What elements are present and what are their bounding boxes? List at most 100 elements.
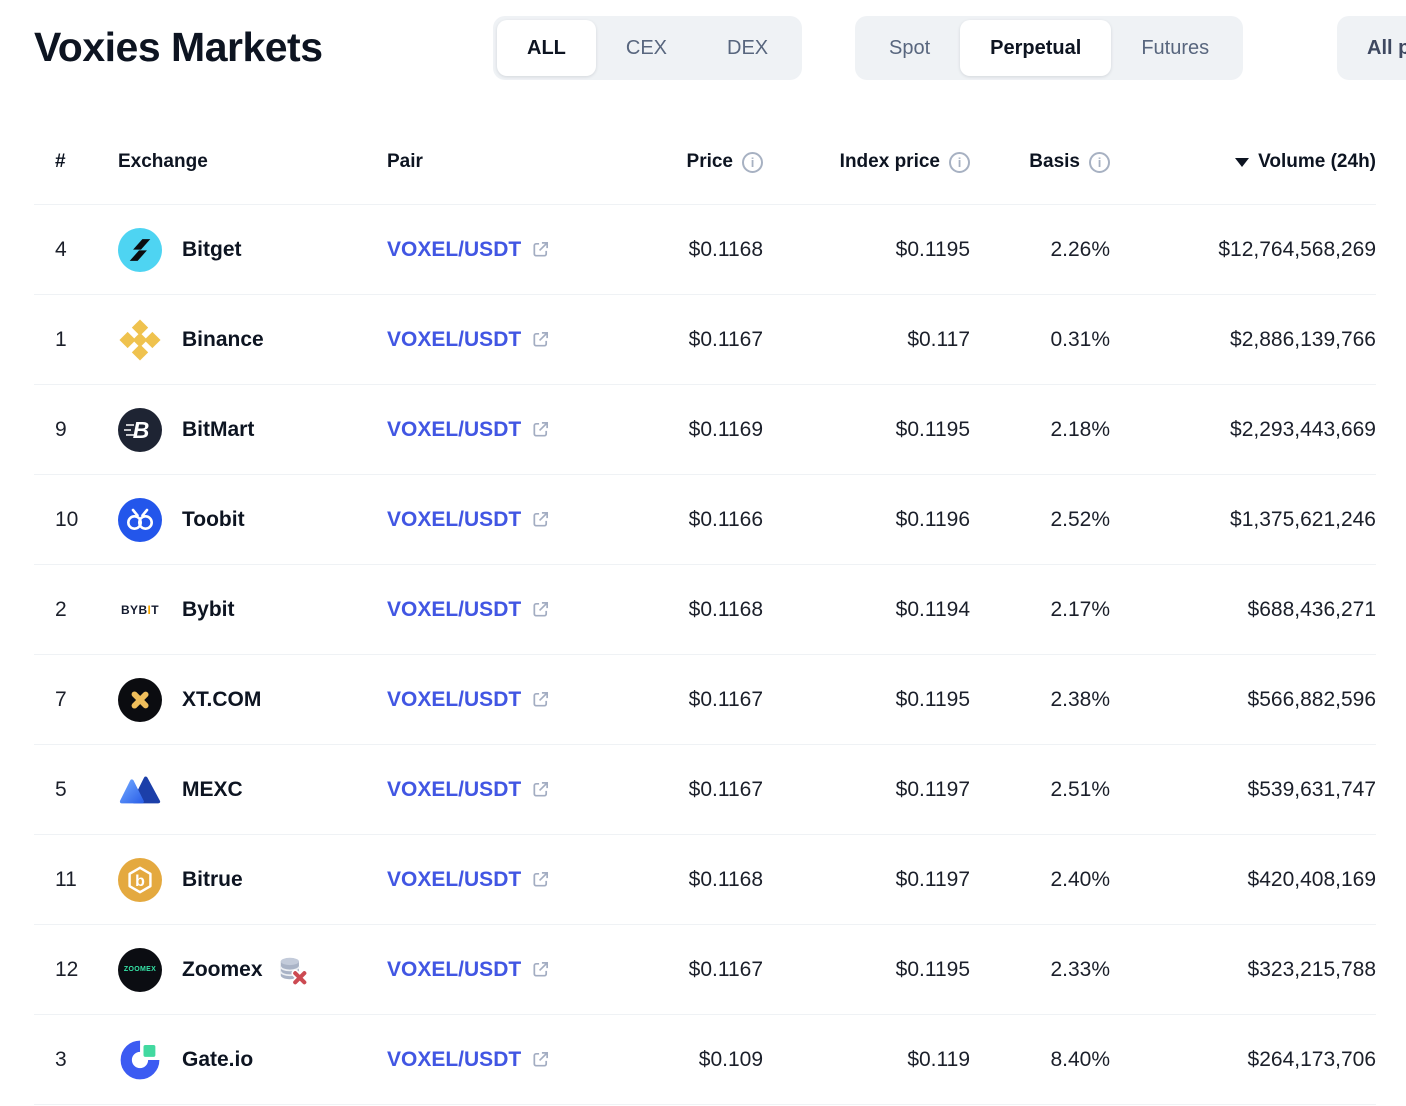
pair-link[interactable]: VOXEL/USDT (387, 597, 522, 621)
exchange-cell[interactable]: BYBIT Bybit (118, 588, 387, 632)
basis-value: 2.17% (1050, 597, 1110, 621)
index-price-value: $0.1197 (895, 777, 970, 801)
pair-link[interactable]: VOXEL/USDT (387, 867, 522, 891)
exchange-cell[interactable]: MEXC (118, 768, 387, 812)
external-link-icon[interactable] (531, 600, 550, 619)
market-row: 3 Gate.io VOXEL/USDT $0.109 $0.119 8.40%… (34, 1015, 1376, 1105)
market-row: 1 Binance VOXEL/USDT $0.1167 $0.117 0.31… (34, 295, 1376, 385)
exchange-name[interactable]: Binance (182, 327, 264, 351)
exchange-name[interactable]: BitMart (182, 417, 255, 441)
tab-all[interactable]: ALL (497, 20, 596, 76)
exchange-cell[interactable]: XT.COM (118, 677, 387, 722)
exchange-name[interactable]: Bybit (182, 597, 235, 621)
volume-label: Volume (24h) (1258, 151, 1376, 172)
volume-value: $12,764,568,269 (1218, 237, 1376, 261)
index-price-value: $0.1194 (895, 597, 970, 621)
external-link-icon[interactable] (531, 690, 550, 709)
pair-link[interactable]: VOXEL/USDT (387, 687, 522, 711)
rank: 12 (55, 957, 79, 981)
external-link-icon[interactable] (531, 240, 550, 259)
pair-cell: VOXEL/USDT (387, 238, 627, 262)
exchange-cell[interactable]: ZOOMEX Zoomex (118, 947, 387, 992)
index-price-value: $0.117 (907, 327, 970, 351)
external-link-icon[interactable] (531, 510, 550, 529)
exchange-name[interactable]: Toobit (182, 507, 245, 531)
column-header-volume[interactable]: Volume (24h) (1110, 151, 1376, 173)
pair-link[interactable]: VOXEL/USDT (387, 1047, 522, 1071)
pair-link[interactable]: VOXEL/USDT (387, 507, 522, 531)
external-link-icon[interactable] (531, 420, 550, 439)
external-link-icon[interactable] (531, 330, 550, 349)
rank: 4 (55, 237, 67, 261)
info-icon[interactable] (949, 151, 970, 173)
pair-filter-dropdown[interactable]: All pairs (1367, 36, 1406, 59)
mexc-logo-icon (118, 768, 162, 812)
external-link-icon[interactable] (531, 780, 550, 799)
pair-cell: VOXEL/USDT (387, 418, 627, 442)
gate-logo-icon (118, 1038, 162, 1082)
zoomex-logo-icon: ZOOMEX (118, 947, 162, 992)
exchange-cell[interactable]: Bitget (118, 227, 387, 272)
exchange-name[interactable]: Zoomex (182, 957, 263, 981)
exchange-name[interactable]: MEXC (182, 777, 243, 801)
exchange-cell[interactable]: Binance (118, 318, 387, 362)
basis-value: 2.33% (1050, 957, 1110, 981)
rank: 2 (55, 597, 67, 621)
rank: 3 (55, 1047, 67, 1071)
sort-desc-icon (1235, 157, 1250, 167)
column-header-price[interactable]: Price (627, 151, 763, 173)
index-price-value: $0.1195 (895, 417, 970, 441)
column-header-index-price[interactable]: Index price (763, 151, 970, 173)
pair-link[interactable]: VOXEL/USDT (387, 237, 522, 261)
pair-link[interactable]: VOXEL/USDT (387, 957, 522, 981)
volume-value: $323,215,788 (1247, 957, 1376, 981)
pair-cell: VOXEL/USDT (387, 868, 627, 892)
price-value: $0.1168 (688, 237, 763, 261)
external-link-icon[interactable] (531, 960, 550, 979)
price-value: $0.1169 (688, 417, 763, 441)
basis-value: 2.26% (1050, 237, 1110, 261)
basis-value: 2.52% (1050, 507, 1110, 531)
market-row: 7 XT.COM VOXEL/USDT $0.1167 $0.1195 2.38… (34, 655, 1376, 745)
pair-link[interactable]: VOXEL/USDT (387, 327, 522, 351)
index-price-value: $0.1195 (895, 687, 970, 711)
tab-perpetual[interactable]: Perpetual (960, 20, 1112, 76)
info-icon[interactable] (742, 151, 763, 173)
external-link-icon[interactable] (531, 870, 550, 889)
exchange-name[interactable]: Bitrue (182, 867, 243, 891)
tab-cex[interactable]: CEX (625, 36, 668, 59)
exchange-cell[interactable]: b Bitrue (118, 857, 387, 902)
markets-table: # Exchange Pair Price Index price Basis … (34, 120, 1376, 1105)
volume-value: $420,408,169 (1247, 867, 1376, 891)
tab-spot[interactable]: Spot (889, 36, 931, 59)
tab-dex[interactable]: DEX (727, 36, 769, 59)
exchange-name[interactable]: Bitget (182, 237, 242, 261)
pair-link[interactable]: VOXEL/USDT (387, 417, 522, 441)
bitrue-logo-icon: b (118, 857, 162, 902)
price-value: $0.1167 (688, 957, 763, 981)
basis-value: 2.40% (1050, 867, 1110, 891)
column-header-rank[interactable]: # (55, 151, 66, 172)
market-row: 2 BYBIT Bybit VOXEL/USDT $0.1168 $0.1194… (34, 565, 1376, 655)
bitmart-logo-icon: B (118, 407, 162, 452)
market-row: 5 MEXC VOXEL/USDT $0.1167 $0.1197 2.51% … (34, 745, 1376, 835)
exchange-name[interactable]: Gate.io (182, 1047, 254, 1071)
exchange-name[interactable]: XT.COM (182, 687, 262, 711)
rank: 7 (55, 687, 67, 711)
pair-cell: VOXEL/USDT (387, 328, 627, 352)
tab-futures[interactable]: Futures (1141, 36, 1210, 59)
column-header-exchange[interactable]: Exchange (118, 151, 208, 172)
pair-link[interactable]: VOXEL/USDT (387, 777, 522, 801)
column-header-basis[interactable]: Basis (970, 151, 1110, 173)
index-price-value: $0.1196 (895, 507, 970, 531)
volume-value: $2,293,443,669 (1230, 417, 1376, 441)
external-link-icon[interactable] (531, 1050, 550, 1069)
page-title: Voxies Markets (34, 24, 323, 70)
info-icon[interactable] (1089, 151, 1110, 173)
exchange-cell[interactable]: Gate.io (118, 1038, 387, 1082)
column-header-pair[interactable]: Pair (387, 151, 423, 172)
exchange-cell[interactable]: Toobit (118, 497, 387, 542)
pair-cell: VOXEL/USDT (387, 688, 627, 712)
untracked-database-icon (277, 955, 307, 985)
exchange-cell[interactable]: B BitMart (118, 407, 387, 452)
